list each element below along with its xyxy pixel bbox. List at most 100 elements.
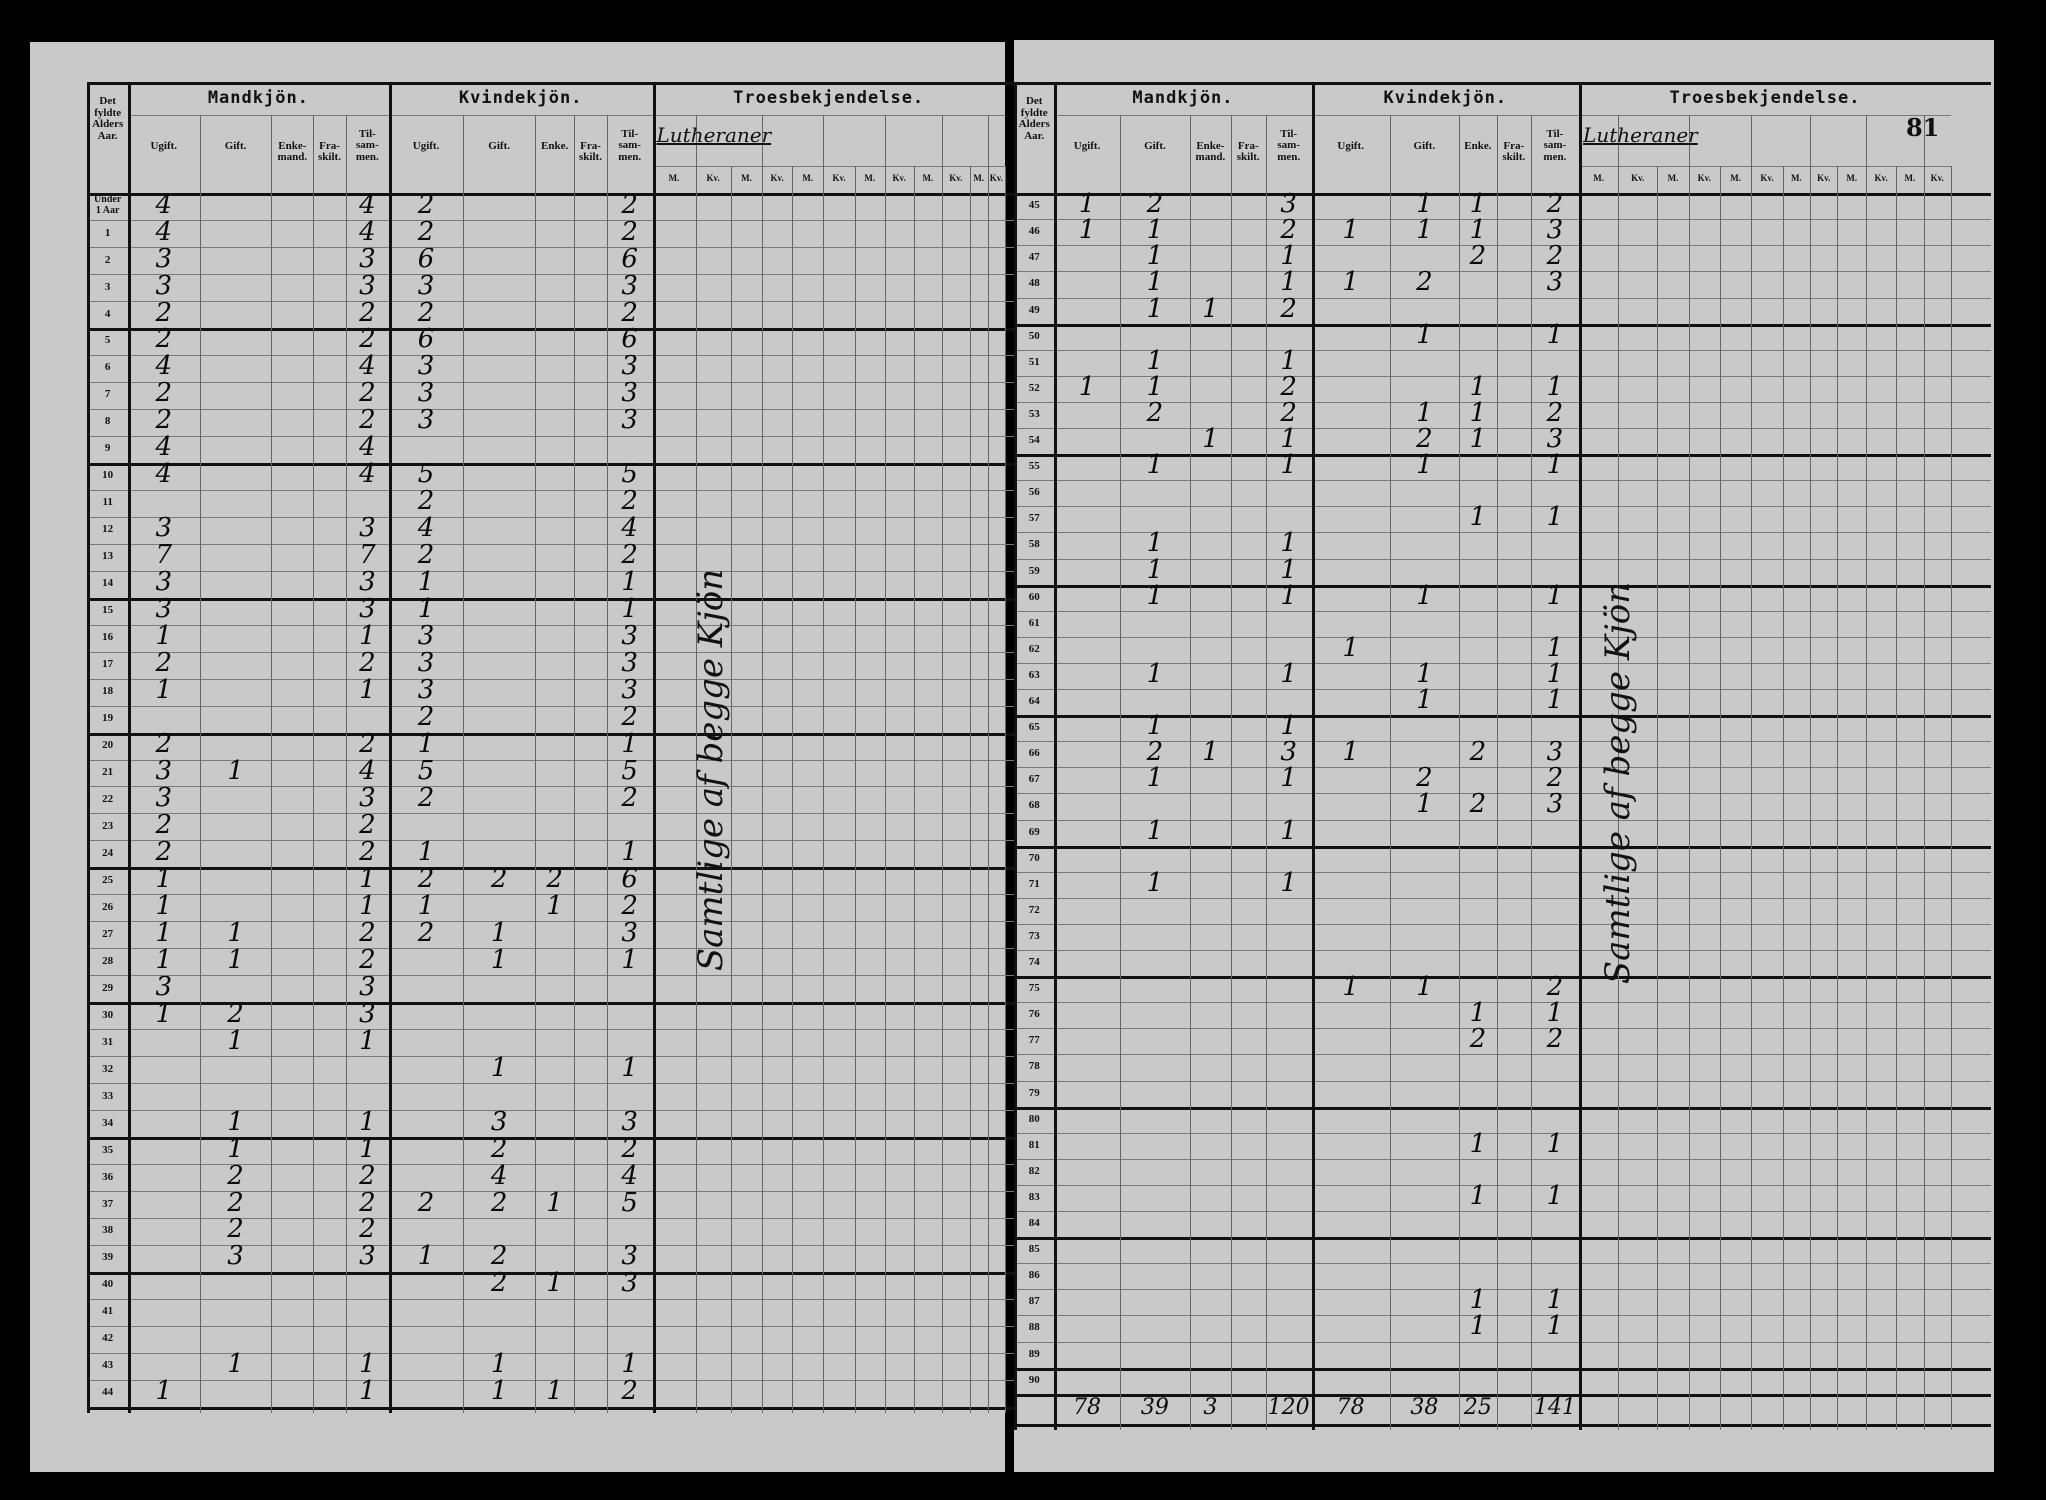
men-header: Mandkjön.	[1132, 88, 1234, 109]
row-divider	[87, 1110, 1045, 1112]
men-count-cell: 1	[155, 890, 173, 921]
column-divider	[1751, 114, 1753, 1430]
row-divider	[1014, 871, 1991, 873]
age-label: 30	[102, 1008, 114, 1021]
men-count-cell: 4	[359, 755, 376, 786]
column-divider	[913, 165, 915, 1413]
row-divider	[87, 247, 1045, 249]
column-divider	[1190, 114, 1192, 1430]
women-count-cell: 1	[1416, 450, 1433, 481]
men-count-cell: 4	[359, 432, 376, 463]
men-count-cell: 1	[155, 917, 173, 948]
right-page: Det fyldte Alders Aar. Mandkjön. Kvindekjö…	[1014, 40, 1994, 1472]
row-divider	[87, 921, 1045, 923]
men-count-cell: 4	[155, 189, 173, 220]
men-count-cell: 2	[227, 1187, 244, 1218]
column-divider	[1119, 114, 1121, 1430]
women-count-cell: 3	[621, 621, 638, 652]
column-divider	[987, 114, 989, 1413]
women-count-cell: 1	[1342, 737, 1359, 768]
women-count-cell: 1	[1469, 397, 1487, 428]
row-divider	[87, 301, 1045, 303]
column-divider	[884, 114, 886, 1413]
row-divider	[1014, 1158, 1991, 1160]
women-total-cell: 38	[1410, 1394, 1439, 1420]
column-divider	[1458, 114, 1460, 1430]
women-count-cell: 1	[1469, 215, 1487, 246]
row-divider	[1014, 1184, 1991, 1186]
men-count-cell: 1	[359, 621, 376, 652]
men-header: Mandkjön.	[207, 88, 309, 109]
men-count-cell: 1	[227, 917, 244, 948]
age-label: 32	[102, 1062, 114, 1075]
women-count-cell: 1	[546, 1187, 563, 1218]
men-count-cell: 2	[359, 1187, 376, 1218]
religion-m-header: M.	[1730, 172, 1742, 183]
age-label: 19	[102, 712, 114, 725]
age-label: 55	[1028, 460, 1040, 473]
women-count-cell: 2	[546, 863, 563, 894]
row-divider	[1014, 271, 1991, 273]
men-count-cell: 2	[359, 836, 376, 867]
women-count-cell: 3	[621, 1268, 638, 1299]
women-count-cell: 2	[417, 863, 435, 894]
age-label: 66	[1028, 747, 1040, 760]
row-divider	[1014, 1054, 1991, 1056]
men-count-cell: 1	[1280, 815, 1297, 846]
row-divider	[87, 948, 1045, 950]
men-count-cell: 3	[155, 782, 173, 813]
women-count-cell: 2	[417, 1187, 435, 1218]
column-divider	[1265, 114, 1267, 1430]
religion-m-header: M.	[741, 172, 752, 183]
women-count-cell: 1	[1469, 998, 1487, 1029]
age-label: 54	[1028, 434, 1040, 447]
age-label: 37	[102, 1197, 114, 1210]
age-label: 18	[102, 685, 114, 698]
age-label: 26	[102, 900, 114, 913]
age-label: 74	[1028, 956, 1040, 969]
women-count-cell: 2	[1546, 189, 1564, 220]
men-count-cell: 1	[227, 755, 244, 786]
row-divider	[87, 543, 1045, 545]
age-label: 81	[1028, 1138, 1040, 1151]
men-total-cell: 3	[1203, 1394, 1218, 1420]
age-label: Under 1 Aar	[94, 194, 122, 216]
row-divider	[87, 354, 1045, 356]
men-count-cell: 1	[1280, 763, 1297, 794]
women-count-cell: 3	[621, 648, 638, 679]
column-divider	[762, 114, 764, 1413]
age-label: 60	[1028, 590, 1040, 603]
men-count-cell: 3	[359, 971, 376, 1002]
women-count-cell: 1	[417, 729, 435, 760]
row-divider	[1014, 1289, 1991, 1291]
women-count-cell: 2	[1416, 267, 1433, 298]
men-count-cell: 1	[227, 944, 244, 975]
women-count-cell: 2	[490, 1241, 508, 1272]
column-divider	[313, 114, 315, 1413]
women-count-cell: 1	[490, 1052, 508, 1083]
column-divider	[1054, 82, 1058, 1430]
men-count-cell: 2	[359, 297, 376, 328]
age-label: 2	[104, 253, 111, 266]
column-divider	[1004, 165, 1006, 1413]
women-count-cell: 1	[1416, 215, 1433, 246]
men-column-header: Til- sam- men.	[355, 127, 379, 163]
men-count-cell: 4	[155, 216, 173, 247]
women-count-cell: 1	[1546, 580, 1564, 611]
row-divider	[1014, 819, 1991, 821]
row-divider	[87, 327, 1045, 331]
men-count-cell: 2	[155, 729, 173, 760]
vertical-note: Samtlige af begge Kjön	[1598, 581, 1639, 985]
women-count-cell: 2	[1469, 241, 1487, 272]
age-label: 16	[102, 631, 114, 644]
age-label: 13	[102, 550, 114, 563]
men-count-cell: 2	[1280, 215, 1297, 246]
men-count-cell: 3	[359, 594, 376, 625]
women-count-cell: 2	[417, 917, 435, 948]
women-count-cell: 1	[1546, 1311, 1564, 1342]
men-count-cell: 2	[227, 1214, 244, 1245]
women-total-cell: 78	[1336, 1394, 1365, 1420]
women-count-cell: 3	[1546, 737, 1564, 768]
men-count-cell: 1	[1146, 241, 1164, 272]
age-label: 15	[102, 604, 114, 617]
